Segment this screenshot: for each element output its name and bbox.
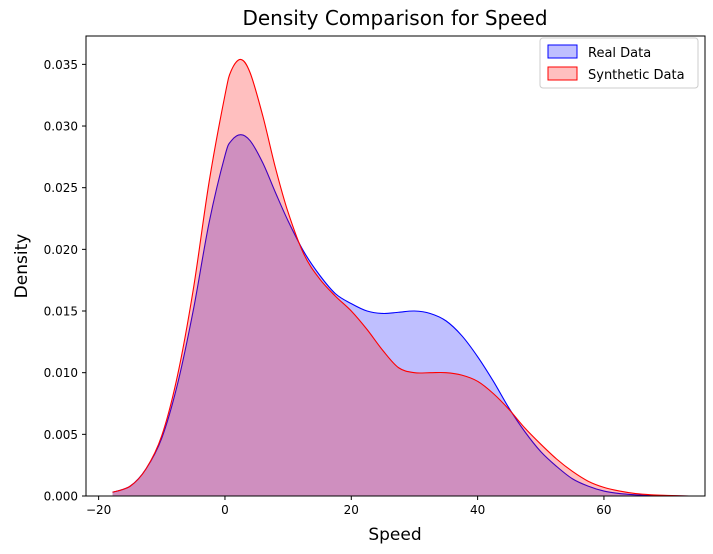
y-tick-label: 0.005 [44, 428, 78, 442]
legend-swatch-real [547, 44, 578, 59]
x-axis-ticks: −20 0 20 40 60 [86, 496, 612, 517]
density-area-real [112, 134, 690, 496]
legend-box [539, 37, 699, 89]
x-tick-label: 0 [221, 503, 229, 517]
x-axis-label: Speed [368, 525, 421, 545]
density-area-synthetic [112, 59, 690, 496]
y-axis-label: Density [12, 234, 32, 299]
y-axis-ticks: 0.000 0.005 0.010 0.015 0.020 0.025 0.030 0.035 [44, 58, 86, 504]
density-areas [112, 58, 690, 497]
x-tick-label: 40 [470, 503, 485, 517]
x-tick-label: −20 [86, 503, 111, 517]
y-tick-label: 0.030 [44, 120, 78, 134]
legend-label-synthetic: Synthetic Data [588, 68, 685, 83]
y-tick-label: 0.025 [44, 181, 78, 195]
y-tick-label: 0.015 [44, 305, 78, 319]
legend-label-real: Real Data [588, 46, 651, 61]
y-tick-label: 0.020 [44, 243, 78, 257]
y-tick-label: 0.035 [44, 58, 78, 72]
y-tick-label: 0.000 [44, 490, 78, 504]
chart-title: Density Comparison for Speed [242, 6, 547, 30]
x-tick-label: 20 [344, 503, 359, 517]
y-tick-label: 0.010 [44, 366, 78, 380]
legend: Real Data Synthetic Data [539, 37, 699, 89]
x-tick-label: 60 [596, 503, 611, 517]
density-line-synthetic [112, 58, 690, 497]
plot-frame [85, 35, 706, 497]
legend-swatch-synthetic [547, 66, 578, 81]
density-line-real [112, 134, 690, 497]
